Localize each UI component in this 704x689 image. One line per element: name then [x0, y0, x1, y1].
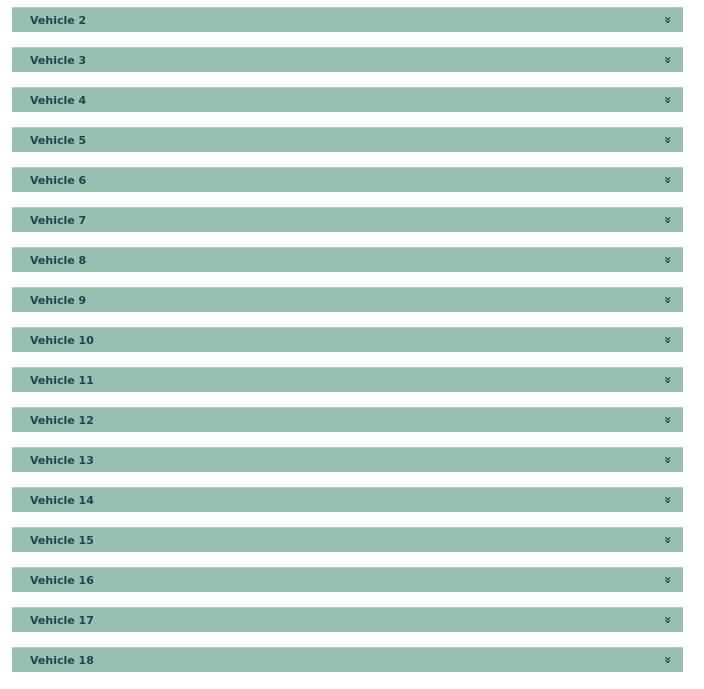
double-chevron-down-icon: » [661, 136, 676, 144]
accordion-panel-header[interactable]: Vehicle 11 » [12, 367, 683, 392]
panel-label: Vehicle 2 [30, 13, 87, 27]
double-chevron-down-icon: » [661, 16, 676, 24]
accordion-panel-header[interactable]: Vehicle 3 » [12, 47, 683, 72]
double-chevron-down-icon: » [661, 576, 676, 584]
panel-label: Vehicle 8 [30, 253, 87, 267]
accordion-panel-header[interactable]: Vehicle 7 » [12, 207, 683, 232]
panel-label: Vehicle 12 [30, 413, 94, 427]
accordion-panel-header[interactable]: Vehicle 9 » [12, 287, 683, 312]
double-chevron-down-icon: » [661, 536, 676, 544]
double-chevron-down-icon: » [661, 496, 676, 504]
panel-label: Vehicle 15 [30, 533, 94, 547]
double-chevron-down-icon: » [661, 336, 676, 344]
double-chevron-down-icon: » [661, 176, 676, 184]
double-chevron-down-icon: » [661, 56, 676, 64]
panel-label: Vehicle 4 [30, 93, 87, 107]
double-chevron-down-icon: » [661, 96, 676, 104]
panel-label: Vehicle 7 [30, 213, 87, 227]
double-chevron-down-icon: » [661, 416, 676, 424]
panel-label: Vehicle 14 [30, 493, 94, 507]
accordion-panel-header[interactable]: Vehicle 17 » [12, 607, 683, 632]
accordion-panel-header[interactable]: Vehicle 15 » [12, 527, 683, 552]
accordion-panel-header[interactable]: Vehicle 6 » [12, 167, 683, 192]
double-chevron-down-icon: » [661, 256, 676, 264]
panel-label: Vehicle 13 [30, 453, 94, 467]
panel-label: Vehicle 10 [30, 333, 94, 347]
panel-label: Vehicle 16 [30, 573, 94, 587]
double-chevron-down-icon: » [661, 616, 676, 624]
double-chevron-down-icon: » [661, 456, 676, 464]
accordion-panel-header[interactable]: Vehicle 18 » [12, 647, 683, 672]
panel-label: Vehicle 18 [30, 653, 94, 667]
accordion-panel-header[interactable]: Vehicle 10 » [12, 327, 683, 352]
panel-label: Vehicle 17 [30, 613, 94, 627]
panel-label: Vehicle 9 [30, 293, 87, 307]
panel-label: Vehicle 6 [30, 173, 87, 187]
accordion-panel-header[interactable]: Vehicle 5 » [12, 127, 683, 152]
accordion-panel-header[interactable]: Vehicle 4 » [12, 87, 683, 112]
accordion-panel-header[interactable]: Vehicle 16 » [12, 567, 683, 592]
panel-label: Vehicle 5 [30, 133, 87, 147]
double-chevron-down-icon: » [661, 296, 676, 304]
accordion-panel-header[interactable]: Vehicle 14 » [12, 487, 683, 512]
double-chevron-down-icon: » [661, 376, 676, 384]
accordion-panel-header[interactable]: Vehicle 13 » [12, 447, 683, 472]
accordion-panel-header[interactable]: Vehicle 2 » [12, 7, 683, 32]
vehicle-accordion: Vehicle 2 » Vehicle 3 » Vehicle 4 » Vehi… [12, 7, 683, 672]
panel-label: Vehicle 3 [30, 53, 87, 67]
accordion-panel-header[interactable]: Vehicle 12 » [12, 407, 683, 432]
panel-label: Vehicle 11 [30, 373, 94, 387]
double-chevron-down-icon: » [661, 656, 676, 664]
double-chevron-down-icon: » [661, 216, 676, 224]
accordion-panel-header[interactable]: Vehicle 8 » [12, 247, 683, 272]
